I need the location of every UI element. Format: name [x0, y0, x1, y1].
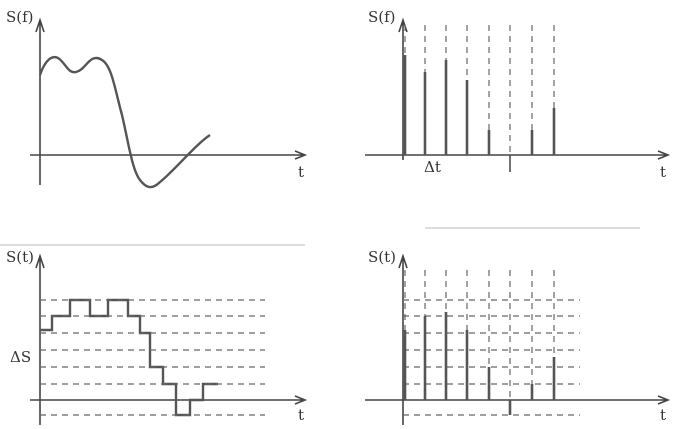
step-label: Δt [424, 158, 441, 176]
x-label: t [660, 406, 666, 424]
panel-continuous: S(f) t [0, 8, 308, 246]
y-label: S(t) [368, 248, 396, 266]
signal-curve [38, 56, 211, 189]
staircase [40, 298, 218, 417]
panel-sampled: S(f) t Δt [365, 8, 671, 229]
x-label: t [660, 163, 666, 181]
y-label: S(f) [368, 8, 396, 26]
y-label: S(t) [6, 248, 34, 266]
axes [30, 253, 308, 425]
axes [365, 253, 671, 425]
y-label: S(f) [6, 8, 34, 26]
axes [365, 17, 671, 160]
panel-sampled-quantized: S(t) t [365, 248, 671, 425]
x-label: t [298, 163, 304, 181]
axes [30, 17, 308, 185]
panel-quantized: S(t) t ΔS [6, 248, 308, 425]
x-label: t [298, 406, 304, 424]
step-label: ΔS [10, 348, 31, 366]
